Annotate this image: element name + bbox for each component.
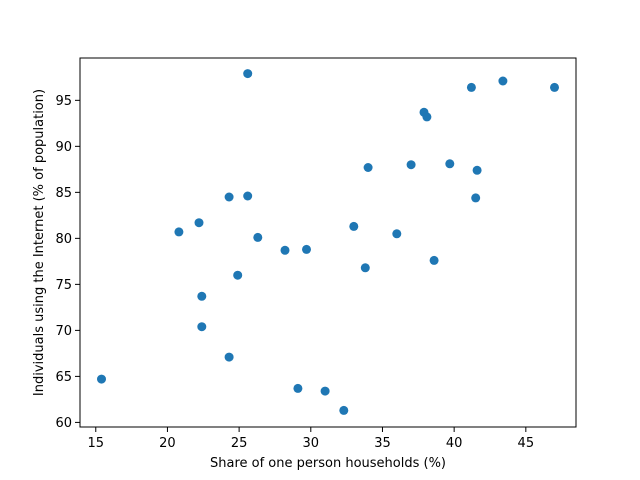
y-tick-label: 80 xyxy=(55,232,72,247)
x-tick-label: 40 xyxy=(446,436,463,451)
y-tick-label: 95 xyxy=(55,94,72,109)
data-point-24 xyxy=(429,255,439,265)
data-point-10 xyxy=(243,69,253,79)
data-point-7 xyxy=(224,352,234,362)
x-axis-label: Share of one person households (%) xyxy=(210,456,446,471)
data-point-29 xyxy=(498,76,508,86)
x-axis-ticks: 15 20 25 30 35 40 45 xyxy=(87,427,534,451)
data-point-25 xyxy=(445,159,455,169)
data-point-19 xyxy=(363,163,373,172)
y-axis-label: Individuals using the Internet (% of pop… xyxy=(32,89,47,396)
data-point-23 xyxy=(422,112,432,122)
data-point-27 xyxy=(471,193,481,203)
y-tick-label: 60 xyxy=(55,416,72,431)
y-axis-ticks: 60 65 70 75 80 85 90 95 xyxy=(55,94,80,431)
data-point-13 xyxy=(293,383,303,393)
data-point-28 xyxy=(472,165,482,175)
y-tick-label: 75 xyxy=(55,278,72,293)
x-tick-label: 30 xyxy=(303,436,320,451)
data-point-17 xyxy=(349,221,359,231)
data-point-12 xyxy=(280,245,290,255)
data-point-4 xyxy=(197,291,207,301)
y-tick-label: 85 xyxy=(55,186,72,201)
data-points xyxy=(97,69,559,415)
data-point-1 xyxy=(97,374,106,384)
x-tick-label: 25 xyxy=(231,436,248,451)
data-point-30 xyxy=(550,82,559,92)
x-tick-label: 35 xyxy=(374,436,391,451)
data-point-21 xyxy=(406,160,416,170)
x-tick-label: 20 xyxy=(159,436,176,451)
data-point-20 xyxy=(392,229,402,239)
y-tick-label: 65 xyxy=(55,370,72,385)
data-point-9 xyxy=(243,191,253,201)
data-point-26 xyxy=(466,82,476,92)
y-tick-label: 70 xyxy=(55,324,72,339)
data-point-3 xyxy=(194,218,204,228)
data-point-15 xyxy=(320,386,330,396)
data-point-6 xyxy=(224,192,234,202)
data-point-14 xyxy=(302,244,311,254)
data-point-5 xyxy=(197,322,207,332)
data-point-2 xyxy=(174,227,184,237)
data-point-18 xyxy=(360,263,370,273)
y-tick-label: 90 xyxy=(55,140,72,155)
x-tick-label: 45 xyxy=(518,436,535,451)
plot-frame xyxy=(79,57,577,428)
data-point-8 xyxy=(233,270,243,280)
x-tick-label: 15 xyxy=(87,436,104,451)
data-point-11 xyxy=(253,232,263,242)
data-point-16 xyxy=(339,405,349,415)
